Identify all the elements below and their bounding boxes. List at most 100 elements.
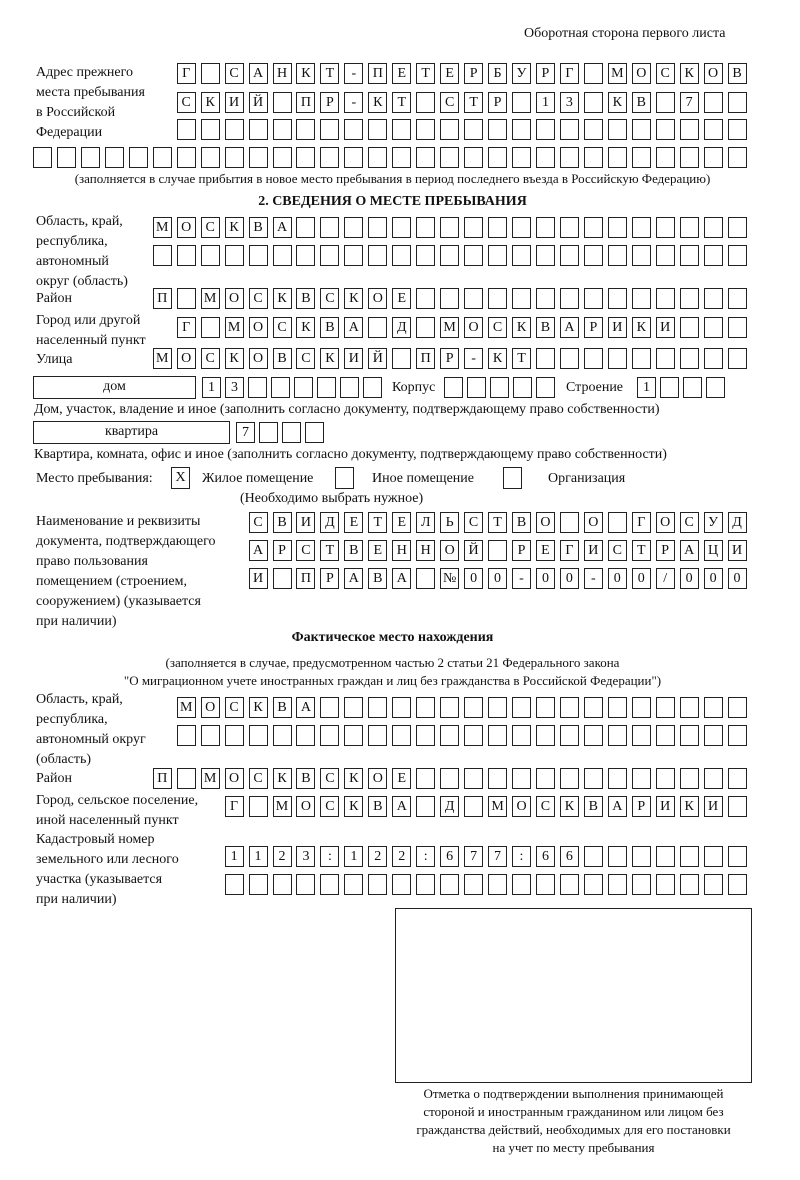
cadastral-row-cell[interactable]: 1 xyxy=(344,846,364,867)
document-row-cell[interactable]: Т xyxy=(320,540,340,561)
previous-address-row-cell[interactable]: К xyxy=(679,63,699,84)
street-row-cell[interactable]: И xyxy=(344,348,364,369)
previous-address-row-cell[interactable]: Г xyxy=(176,63,196,84)
previous-address-row-cell[interactable] xyxy=(727,119,747,140)
district-row-cell[interactable]: В xyxy=(296,288,316,309)
actual-region-row-cell[interactable] xyxy=(416,697,436,718)
previous-address-row-cell[interactable] xyxy=(33,147,52,168)
actual-city-row-cell[interactable]: О xyxy=(296,796,316,817)
previous-address-row-cell[interactable] xyxy=(703,119,723,140)
region-row-cell[interactable]: М xyxy=(152,217,172,238)
street-row-cell[interactable]: Р xyxy=(440,348,460,369)
actual-region-row-cell[interactable] xyxy=(464,725,484,746)
district-row-cell[interactable] xyxy=(583,288,603,309)
previous-address-row-cell[interactable] xyxy=(248,147,268,168)
street-row-cell[interactable] xyxy=(607,348,627,369)
actual-region-row-cell[interactable] xyxy=(655,725,675,746)
actual-district-row-cell[interactable] xyxy=(583,768,603,789)
actual-region-row-cell[interactable]: А xyxy=(296,697,316,718)
actual-district-row-cell[interactable]: О xyxy=(368,768,388,789)
previous-address-row-cell[interactable]: Е xyxy=(440,63,460,84)
previous-address-row-cell[interactable] xyxy=(272,119,292,140)
actual-city-row-cell[interactable]: И xyxy=(655,796,675,817)
actual-region-row-cell[interactable] xyxy=(559,697,579,718)
actual-city-row-cell[interactable]: С xyxy=(535,796,555,817)
district-row-cell[interactable]: К xyxy=(272,288,292,309)
actual-region-row-cell[interactable] xyxy=(488,725,508,746)
previous-address-row-cell[interactable] xyxy=(224,119,244,140)
previous-address-row-cell[interactable]: А xyxy=(248,63,268,84)
city-row-cell[interactable]: Д xyxy=(392,317,412,338)
cadastral-row-cell[interactable]: 6 xyxy=(559,846,579,867)
street-row-cell[interactable] xyxy=(703,348,723,369)
cadastral-row-cell[interactable] xyxy=(224,874,244,895)
cadastral-row-cell[interactable] xyxy=(464,874,484,895)
stay-option-checkbox[interactable] xyxy=(335,467,354,489)
city-row-cell[interactable]: И xyxy=(655,317,675,338)
actual-district-row-cell[interactable] xyxy=(655,768,675,789)
house-number-cell[interactable] xyxy=(248,377,267,398)
region-row-cell[interactable] xyxy=(416,217,436,238)
cadastral-row-cell[interactable] xyxy=(655,846,675,867)
region-row-cell[interactable] xyxy=(440,217,460,238)
actual-region-row-cell[interactable] xyxy=(512,725,531,746)
actual-district-row-cell[interactable] xyxy=(607,768,627,789)
stay-option-checkbox[interactable]: X xyxy=(171,467,190,489)
region-row-cell[interactable] xyxy=(679,245,699,266)
previous-address-row-cell[interactable] xyxy=(512,119,531,140)
previous-address-row-cell[interactable]: 3 xyxy=(559,92,579,113)
city-row-cell[interactable]: К xyxy=(296,317,316,338)
actual-region-row-cell[interactable]: С xyxy=(224,697,244,718)
actual-region-row-cell[interactable] xyxy=(368,725,388,746)
document-row-cell[interactable]: О xyxy=(583,512,603,533)
document-row-cell[interactable]: А xyxy=(679,540,699,561)
document-row-cell[interactable]: В xyxy=(512,512,531,533)
korpus-cell[interactable] xyxy=(467,377,486,398)
region-row-cell[interactable] xyxy=(464,217,484,238)
document-row-cell[interactable]: Т xyxy=(631,540,651,561)
document-row-cell[interactable]: С xyxy=(296,540,316,561)
previous-address-row-cell[interactable]: Т xyxy=(320,63,340,84)
document-row-cell[interactable]: Н xyxy=(416,540,436,561)
flat-type-field[interactable]: квартира xyxy=(33,421,230,444)
street-row-cell[interactable]: К xyxy=(224,348,244,369)
document-row-cell[interactable]: - xyxy=(512,568,531,589)
actual-district-row-cell[interactable]: Е xyxy=(392,768,412,789)
document-row-cell[interactable]: А xyxy=(248,540,268,561)
district-row-cell[interactable] xyxy=(559,288,579,309)
document-row-cell[interactable]: Е xyxy=(344,512,364,533)
region-row-cell[interactable] xyxy=(583,245,603,266)
previous-address-row-cell[interactable] xyxy=(200,63,220,84)
document-row-cell[interactable] xyxy=(607,512,627,533)
document-row-cell[interactable]: Е xyxy=(368,540,388,561)
house-number-cell[interactable]: 3 xyxy=(225,377,244,398)
building-cell[interactable] xyxy=(706,377,725,398)
previous-address-row-cell[interactable] xyxy=(488,147,508,168)
actual-district-row-cell[interactable]: П xyxy=(152,768,172,789)
actual-district-row-cell[interactable] xyxy=(512,768,531,789)
region-row-cell[interactable] xyxy=(607,217,627,238)
previous-address-row-cell[interactable] xyxy=(248,119,268,140)
district-row-cell[interactable]: П xyxy=(152,288,172,309)
house-number-cell[interactable] xyxy=(340,377,359,398)
actual-region-row-cell[interactable] xyxy=(248,725,268,746)
region-row-cell[interactable] xyxy=(272,245,292,266)
building-cell[interactable] xyxy=(683,377,702,398)
region-row-cell[interactable] xyxy=(320,217,340,238)
document-row-cell[interactable]: В xyxy=(344,540,364,561)
actual-city-row-cell[interactable] xyxy=(727,796,747,817)
document-row-cell[interactable]: Р xyxy=(655,540,675,561)
previous-address-row-cell[interactable] xyxy=(416,119,436,140)
region-row-cell[interactable] xyxy=(703,245,723,266)
previous-address-row-cell[interactable]: Г xyxy=(559,63,579,84)
actual-region-row-cell[interactable] xyxy=(416,725,436,746)
cadastral-row-cell[interactable] xyxy=(416,874,436,895)
actual-district-row-cell[interactable]: С xyxy=(248,768,268,789)
cadastral-row-cell[interactable] xyxy=(559,874,579,895)
street-row-cell[interactable]: М xyxy=(152,348,172,369)
district-row-cell[interactable]: С xyxy=(320,288,340,309)
actual-district-row-cell[interactable] xyxy=(559,768,579,789)
cadastral-row-cell[interactable]: : xyxy=(416,846,436,867)
actual-region-row-cell[interactable] xyxy=(272,725,292,746)
actual-district-row-cell[interactable] xyxy=(440,768,460,789)
